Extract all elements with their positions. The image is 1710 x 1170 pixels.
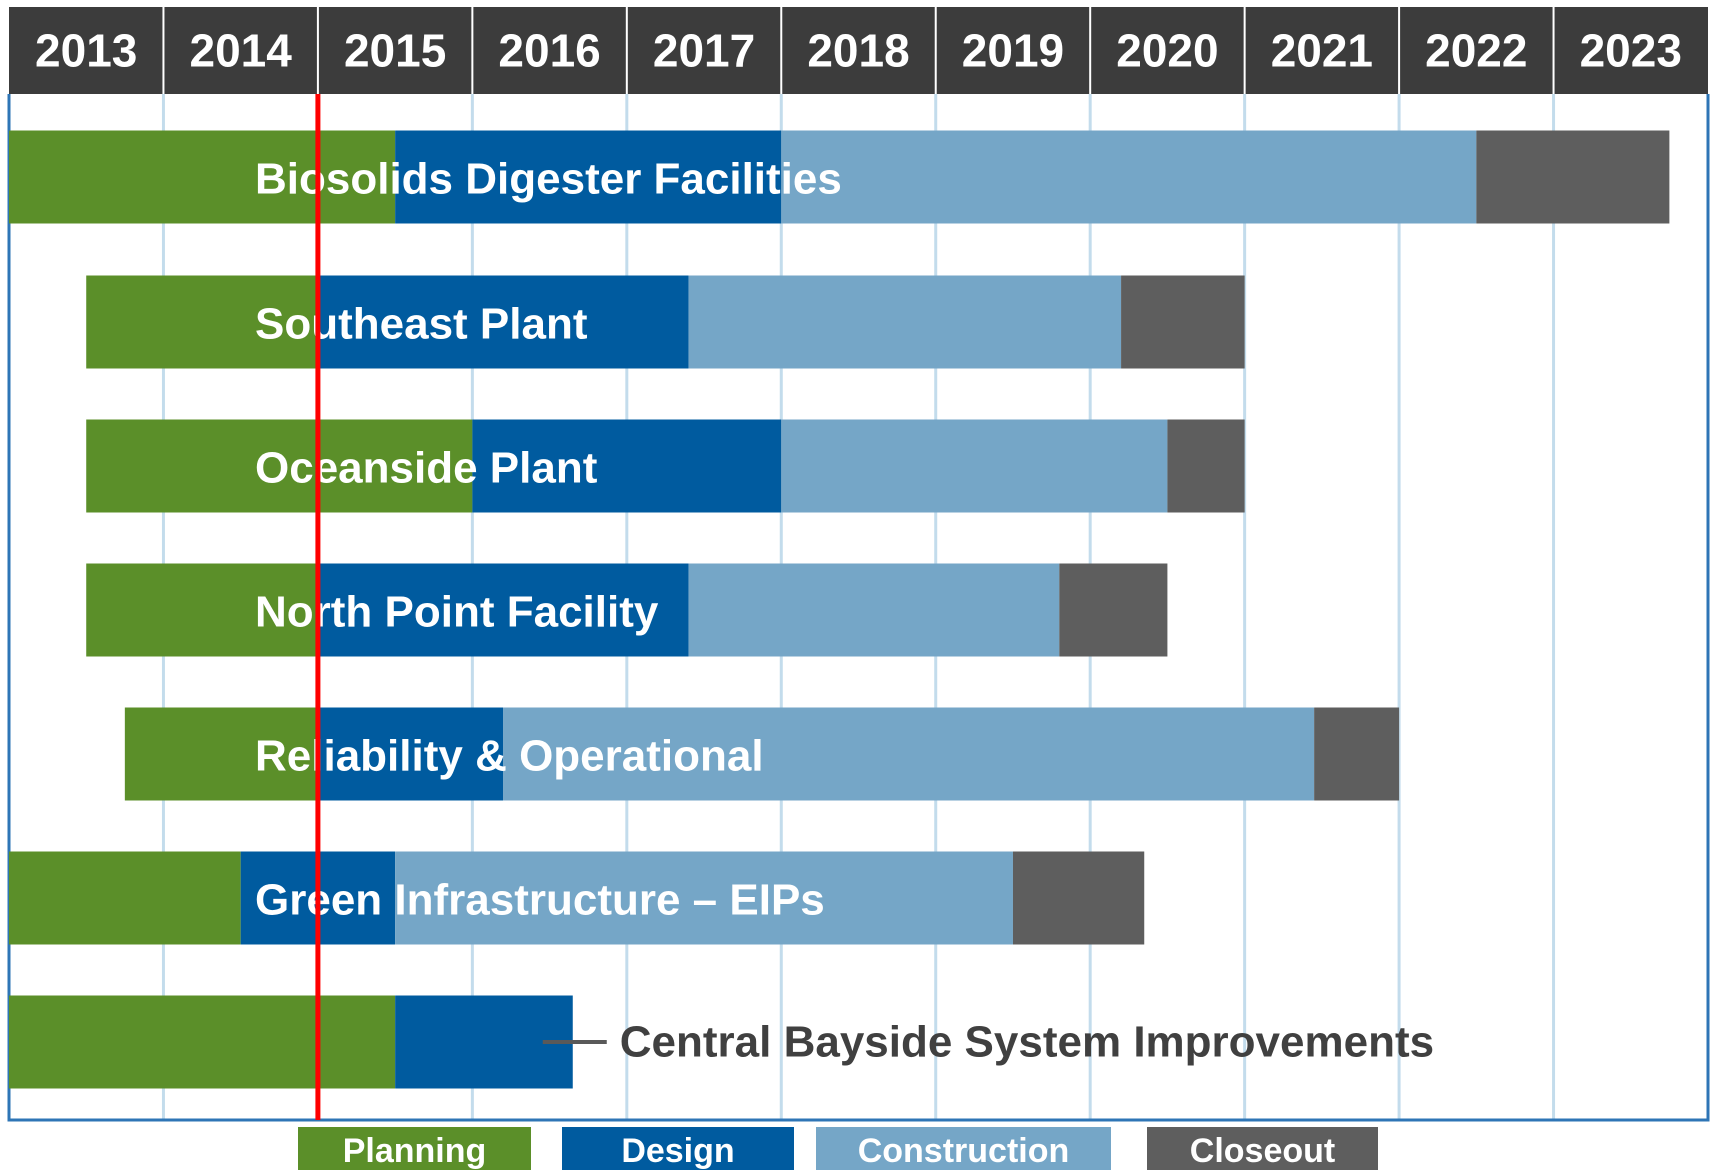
bar-segment bbox=[317, 275, 689, 369]
bar-segment bbox=[395, 130, 782, 224]
legend-label: Planning bbox=[343, 1132, 487, 1170]
legend-label: Closeout bbox=[1190, 1132, 1335, 1170]
bar-segment bbox=[395, 851, 1013, 945]
bar-segment bbox=[9, 995, 396, 1089]
bar-segment bbox=[1167, 419, 1245, 513]
bar-segment bbox=[86, 275, 318, 369]
header-band bbox=[9, 7, 1708, 94]
legend-swatch bbox=[562, 1127, 794, 1170]
year-label: 2014 bbox=[190, 25, 293, 77]
bar-segment bbox=[1059, 563, 1168, 657]
bar-segment bbox=[86, 419, 473, 513]
legend-label: Design bbox=[621, 1132, 734, 1170]
bar-segment bbox=[1476, 130, 1670, 224]
legend-swatch bbox=[298, 1127, 531, 1170]
bar-segment bbox=[781, 130, 1477, 224]
task-label: North Point Facility bbox=[255, 588, 659, 637]
bar-segment bbox=[86, 563, 318, 657]
year-label: 2015 bbox=[344, 25, 446, 77]
bar-segment bbox=[1012, 851, 1145, 945]
year-label: 2016 bbox=[498, 25, 600, 77]
plot-frame bbox=[7, 94, 1710, 1122]
year-label: 2022 bbox=[1425, 25, 1527, 77]
year-label: 2019 bbox=[962, 25, 1064, 77]
year-label: 2020 bbox=[1116, 25, 1218, 77]
task-label: Green Infrastructure – EIPs bbox=[255, 876, 825, 925]
task-label: Oceanside Plant bbox=[255, 444, 598, 493]
task-label: Reliability & Operational bbox=[255, 732, 764, 781]
task-label: Southeast Plant bbox=[255, 300, 588, 349]
task-label: Biosolids Digester Facilities bbox=[255, 155, 842, 204]
legend-swatch bbox=[1147, 1127, 1378, 1170]
bar-segment bbox=[317, 707, 504, 801]
bar-segment bbox=[9, 130, 396, 224]
task-label: Central Bayside System Improvements bbox=[620, 1018, 1434, 1067]
year-label: 2021 bbox=[1271, 25, 1373, 77]
bar-segment bbox=[1121, 275, 1245, 369]
legend-label: Construction bbox=[858, 1132, 1070, 1170]
bar-segment bbox=[688, 563, 1060, 657]
year-label: 2023 bbox=[1580, 25, 1682, 77]
bar-segment bbox=[9, 851, 241, 945]
year-label: 2017 bbox=[653, 25, 755, 77]
bar-segment bbox=[781, 419, 1168, 513]
bar-segment bbox=[688, 275, 1122, 369]
legend-swatch bbox=[816, 1127, 1111, 1170]
year-label: 2018 bbox=[807, 25, 909, 77]
bar-segment bbox=[503, 707, 1315, 801]
year-label: 2013 bbox=[35, 25, 137, 77]
bar-segment bbox=[124, 707, 318, 801]
bar-segment bbox=[1314, 707, 1400, 801]
bar-segment bbox=[317, 563, 689, 657]
bar-segment bbox=[472, 419, 782, 513]
